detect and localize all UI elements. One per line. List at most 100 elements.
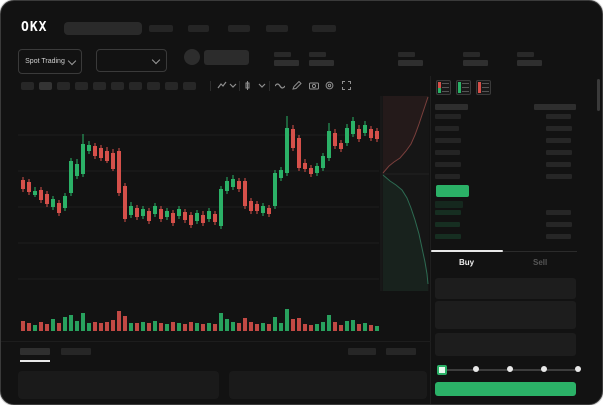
timeframe-button[interactable]	[75, 82, 88, 90]
okx-logo[interactable]: OKX	[21, 20, 48, 35]
wave-icon[interactable]	[275, 81, 285, 91]
tab-sell[interactable]: Sell	[533, 258, 548, 267]
chevron-down-icon	[67, 56, 77, 65]
bottom-tab[interactable]	[61, 348, 91, 355]
bottom-section	[1, 341, 431, 404]
bottom-bar-control[interactable]	[386, 348, 416, 355]
amount-slider[interactable]	[437, 364, 581, 376]
toolbar-divider	[269, 81, 270, 91]
price-placeholder	[204, 50, 249, 65]
bid-row-size[interactable]	[546, 222, 572, 227]
stat-label-placeholder	[517, 52, 534, 57]
nav-item[interactable]	[266, 25, 288, 32]
timeframe-button[interactable]	[93, 82, 106, 90]
indicator-icon[interactable]	[217, 81, 227, 91]
expand-icon[interactable]	[342, 81, 352, 91]
orderbook-view-bids-icon[interactable]	[456, 80, 471, 95]
scrollbar[interactable]	[597, 79, 600, 111]
stat-value-placeholder	[274, 60, 299, 66]
nav-item[interactable]	[228, 25, 250, 32]
timeframe-button[interactable]	[183, 82, 196, 90]
search-input[interactable]	[64, 22, 142, 35]
ask-row-price[interactable]	[435, 174, 460, 179]
pencil-icon[interactable]	[292, 81, 302, 91]
tab-buy[interactable]: Buy	[459, 258, 475, 267]
timeframe-button[interactable]	[21, 82, 34, 90]
timeframe-button[interactable]	[129, 82, 142, 90]
market-type-label: Spot Trading	[25, 58, 65, 65]
chart-toolbar	[1, 76, 431, 96]
colbar	[458, 82, 461, 93]
trade-input[interactable]	[435, 333, 576, 356]
trade-input[interactable]	[435, 301, 576, 329]
nav-item[interactable]	[188, 25, 209, 32]
toolbar-divider	[239, 81, 240, 91]
slider-dot[interactable]	[507, 366, 513, 372]
slider-dot[interactable]	[575, 366, 581, 372]
market-bar: Spot Trading	[1, 43, 602, 76]
nav-item[interactable]	[312, 25, 336, 32]
ask-row-size[interactable]	[546, 126, 572, 131]
stat-label-placeholder	[463, 52, 480, 57]
ask-row-size[interactable]	[546, 150, 572, 155]
stat-label-placeholder	[309, 52, 326, 57]
lines	[442, 82, 449, 93]
stat-label-placeholder	[398, 52, 415, 57]
slider-dot[interactable]	[541, 366, 547, 372]
nav-item[interactable]	[149, 25, 173, 32]
bid-row-size[interactable]	[546, 210, 571, 215]
ask-row-size[interactable]	[546, 114, 571, 119]
buy-button[interactable]	[435, 382, 576, 396]
ask-row-price[interactable]	[435, 126, 459, 131]
order-book	[431, 76, 577, 256]
last-price-badge[interactable]	[436, 185, 469, 197]
ask-row-size[interactable]	[546, 138, 571, 143]
bid-row-price[interactable]	[435, 210, 461, 215]
ask-row-price[interactable]	[435, 138, 461, 143]
panel-divider	[430, 76, 431, 404]
chevron-down-icon	[151, 55, 161, 64]
tabs-divider	[431, 251, 577, 252]
chevron-icon[interactable]	[229, 81, 239, 91]
chevron-icon[interactable]	[258, 81, 268, 91]
candle-icon[interactable]	[244, 81, 254, 91]
bid-row-price[interactable]	[435, 234, 461, 239]
timeframe-button[interactable]	[57, 82, 70, 90]
bottom-bar-control[interactable]	[348, 348, 376, 355]
trade-input[interactable]	[435, 278, 576, 299]
ob-header-amount	[534, 104, 576, 110]
bottom-panel	[229, 371, 427, 399]
market-type-dropdown[interactable]: Spot Trading	[18, 49, 82, 74]
stat-value-placeholder	[398, 60, 423, 66]
bid-row-price[interactable]	[435, 222, 460, 227]
ask-row-size[interactable]	[546, 174, 572, 179]
slider-dot[interactable]	[473, 366, 479, 372]
colbar	[478, 82, 481, 93]
gear-icon[interactable]	[325, 81, 335, 91]
timeframe-button[interactable]	[111, 82, 124, 90]
ask-row-size[interactable]	[546, 162, 571, 167]
toolbar-divider	[210, 81, 211, 91]
timeframe-button[interactable]	[165, 82, 178, 90]
ask-row-price[interactable]	[435, 114, 461, 119]
stat-value-placeholder	[309, 60, 334, 66]
pair-dropdown[interactable]	[96, 49, 167, 72]
orderbook-view-combined-icon[interactable]	[436, 80, 451, 95]
timeframe-button[interactable]	[147, 82, 160, 90]
bid-row-size[interactable]	[546, 234, 571, 239]
ask-row-price[interactable]	[435, 162, 461, 167]
coin-avatar	[184, 49, 200, 65]
buy-ratio-bar	[435, 201, 463, 208]
trade-panel: Buy Sell	[431, 246, 581, 404]
lines	[482, 82, 489, 93]
bottom-tab[interactable]	[20, 348, 50, 355]
timeframe-button[interactable]	[39, 82, 52, 90]
orderbook-view-asks-icon[interactable]	[476, 80, 491, 95]
stat-value-placeholder	[517, 60, 542, 66]
ask-row-price[interactable]	[435, 150, 460, 155]
slider-handle[interactable]	[437, 365, 447, 375]
camera-icon[interactable]	[309, 81, 319, 91]
bottom-tab-underline	[20, 360, 50, 362]
ob-header-price	[435, 104, 468, 110]
